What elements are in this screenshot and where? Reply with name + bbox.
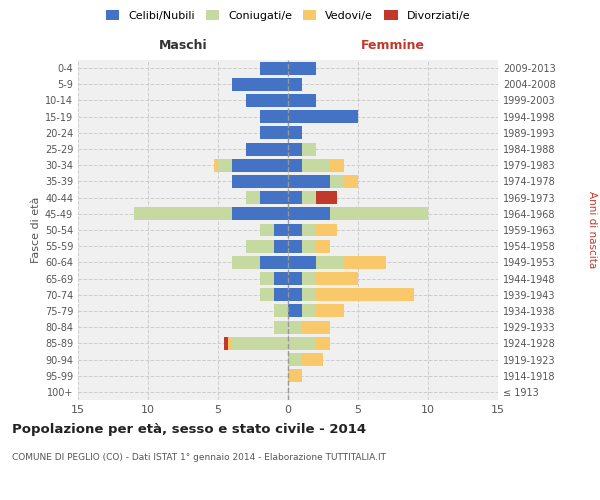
Bar — [260, 62, 288, 74]
Bar — [316, 304, 344, 318]
Bar — [288, 142, 302, 156]
Bar — [288, 208, 330, 220]
Text: Anni di nascita: Anni di nascita — [587, 192, 597, 268]
Bar — [302, 142, 316, 156]
Bar — [302, 159, 330, 172]
Text: Femmine: Femmine — [361, 40, 425, 52]
Bar — [288, 240, 302, 252]
Bar — [260, 191, 288, 204]
Bar — [214, 159, 218, 172]
Bar — [288, 159, 302, 172]
Bar — [302, 240, 316, 252]
Bar — [260, 272, 274, 285]
Bar — [302, 191, 316, 204]
Bar — [260, 256, 288, 269]
Bar — [288, 191, 302, 204]
Bar — [344, 256, 386, 269]
Bar — [288, 224, 302, 236]
Bar — [288, 110, 358, 123]
Bar — [330, 159, 344, 172]
Bar — [288, 304, 302, 318]
Bar — [288, 272, 302, 285]
Bar — [232, 337, 288, 350]
Bar — [246, 191, 260, 204]
Bar — [288, 256, 316, 269]
Bar — [330, 208, 428, 220]
Bar — [134, 208, 232, 220]
Bar — [288, 94, 316, 107]
Bar — [260, 126, 288, 140]
Bar — [288, 320, 302, 334]
Bar — [232, 256, 260, 269]
Y-axis label: Fasce di età: Fasce di età — [31, 197, 41, 263]
Bar — [316, 337, 330, 350]
Bar — [224, 337, 228, 350]
Text: Maschi: Maschi — [158, 40, 208, 52]
Bar — [316, 288, 414, 301]
Bar — [288, 369, 302, 382]
Bar — [274, 272, 288, 285]
Bar — [344, 175, 358, 188]
Bar — [288, 78, 302, 91]
Bar — [316, 224, 337, 236]
Bar — [288, 288, 302, 301]
Bar — [288, 353, 302, 366]
Bar — [302, 288, 316, 301]
Bar — [288, 175, 330, 188]
Bar — [260, 288, 274, 301]
Bar — [316, 191, 337, 204]
Bar — [228, 337, 232, 350]
Bar — [288, 337, 316, 350]
Bar — [260, 224, 274, 236]
Text: Popolazione per età, sesso e stato civile - 2014: Popolazione per età, sesso e stato civil… — [12, 422, 366, 436]
Bar — [330, 175, 344, 188]
Bar — [302, 320, 330, 334]
Bar — [260, 110, 288, 123]
Bar — [274, 224, 288, 236]
Bar — [218, 159, 232, 172]
Bar — [274, 240, 288, 252]
Bar — [246, 142, 288, 156]
Bar — [274, 320, 288, 334]
Bar — [232, 175, 288, 188]
Bar — [232, 159, 288, 172]
Bar — [316, 272, 358, 285]
Bar — [246, 240, 274, 252]
Text: COMUNE DI PEGLIO (CO) - Dati ISTAT 1° gennaio 2014 - Elaborazione TUTTITALIA.IT: COMUNE DI PEGLIO (CO) - Dati ISTAT 1° ge… — [12, 452, 386, 462]
Bar — [302, 353, 323, 366]
Bar — [302, 304, 316, 318]
Bar — [302, 224, 316, 236]
Bar — [316, 256, 344, 269]
Bar — [316, 240, 330, 252]
Bar — [302, 272, 316, 285]
Bar — [232, 78, 288, 91]
Legend: Celibi/Nubili, Coniugati/e, Vedovi/e, Divorziati/e: Celibi/Nubili, Coniugati/e, Vedovi/e, Di… — [101, 6, 475, 25]
Bar — [274, 288, 288, 301]
Bar — [246, 94, 288, 107]
Bar — [288, 62, 316, 74]
Bar — [288, 126, 302, 140]
Bar — [232, 208, 288, 220]
Bar — [274, 304, 288, 318]
